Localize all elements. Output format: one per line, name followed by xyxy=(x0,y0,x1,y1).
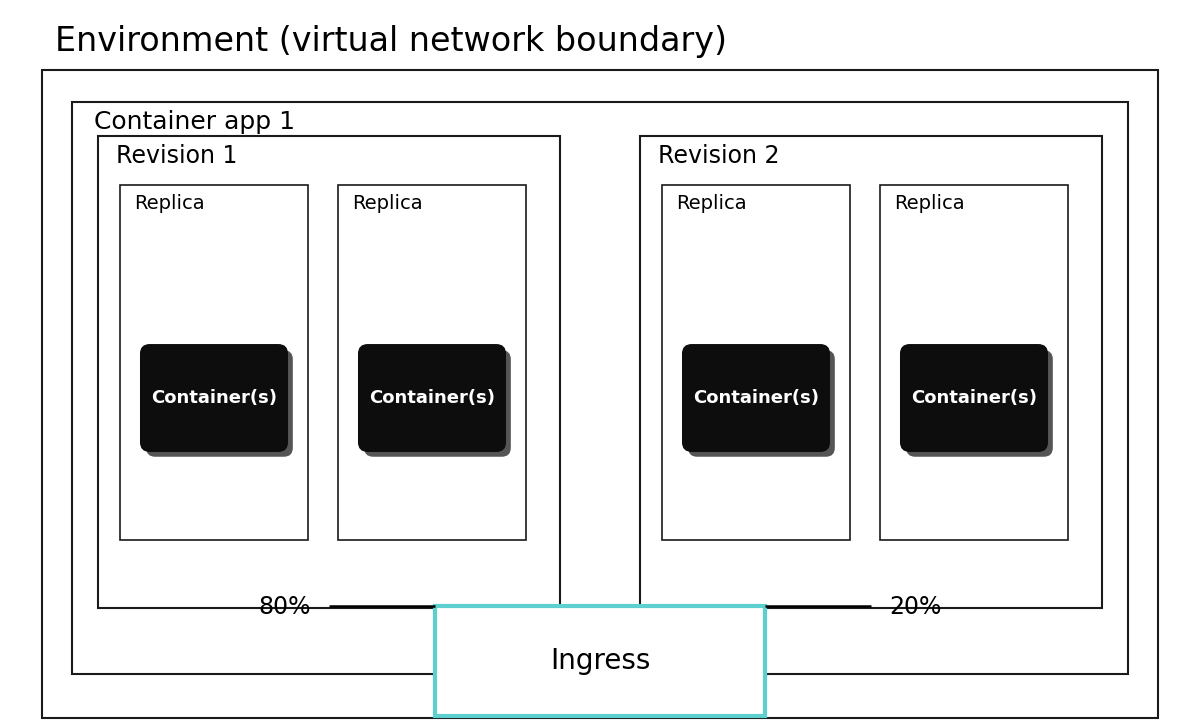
Bar xyxy=(640,136,1102,608)
Text: Container(s): Container(s) xyxy=(370,389,494,407)
Text: Replica: Replica xyxy=(676,194,746,213)
Text: Container(s): Container(s) xyxy=(151,389,277,407)
Text: Revision 1: Revision 1 xyxy=(116,144,238,168)
Text: Ingress: Ingress xyxy=(550,647,650,675)
Bar xyxy=(880,185,1068,540)
Text: Replica: Replica xyxy=(134,194,205,213)
Text: Container app 1: Container app 1 xyxy=(94,110,295,134)
Text: 20%: 20% xyxy=(889,595,941,619)
FancyBboxPatch shape xyxy=(140,345,287,452)
FancyBboxPatch shape xyxy=(683,345,829,452)
Bar xyxy=(338,185,526,540)
Bar xyxy=(434,606,766,716)
Bar xyxy=(72,102,1128,674)
Text: Container(s): Container(s) xyxy=(911,389,1037,407)
FancyBboxPatch shape xyxy=(359,345,505,452)
FancyBboxPatch shape xyxy=(901,345,1048,452)
Bar xyxy=(98,136,560,608)
Bar xyxy=(662,185,850,540)
FancyBboxPatch shape xyxy=(146,350,293,457)
Text: Environment (virtual network boundary): Environment (virtual network boundary) xyxy=(55,25,727,58)
Bar xyxy=(120,185,308,540)
FancyBboxPatch shape xyxy=(906,350,1052,457)
Text: Replica: Replica xyxy=(894,194,965,213)
FancyBboxPatch shape xyxy=(364,350,511,457)
FancyBboxPatch shape xyxy=(688,350,835,457)
Text: Replica: Replica xyxy=(352,194,422,213)
Text: 80%: 80% xyxy=(258,595,311,619)
Text: Revision 2: Revision 2 xyxy=(658,144,780,168)
Bar xyxy=(42,70,1158,718)
Text: Container(s): Container(s) xyxy=(694,389,818,407)
